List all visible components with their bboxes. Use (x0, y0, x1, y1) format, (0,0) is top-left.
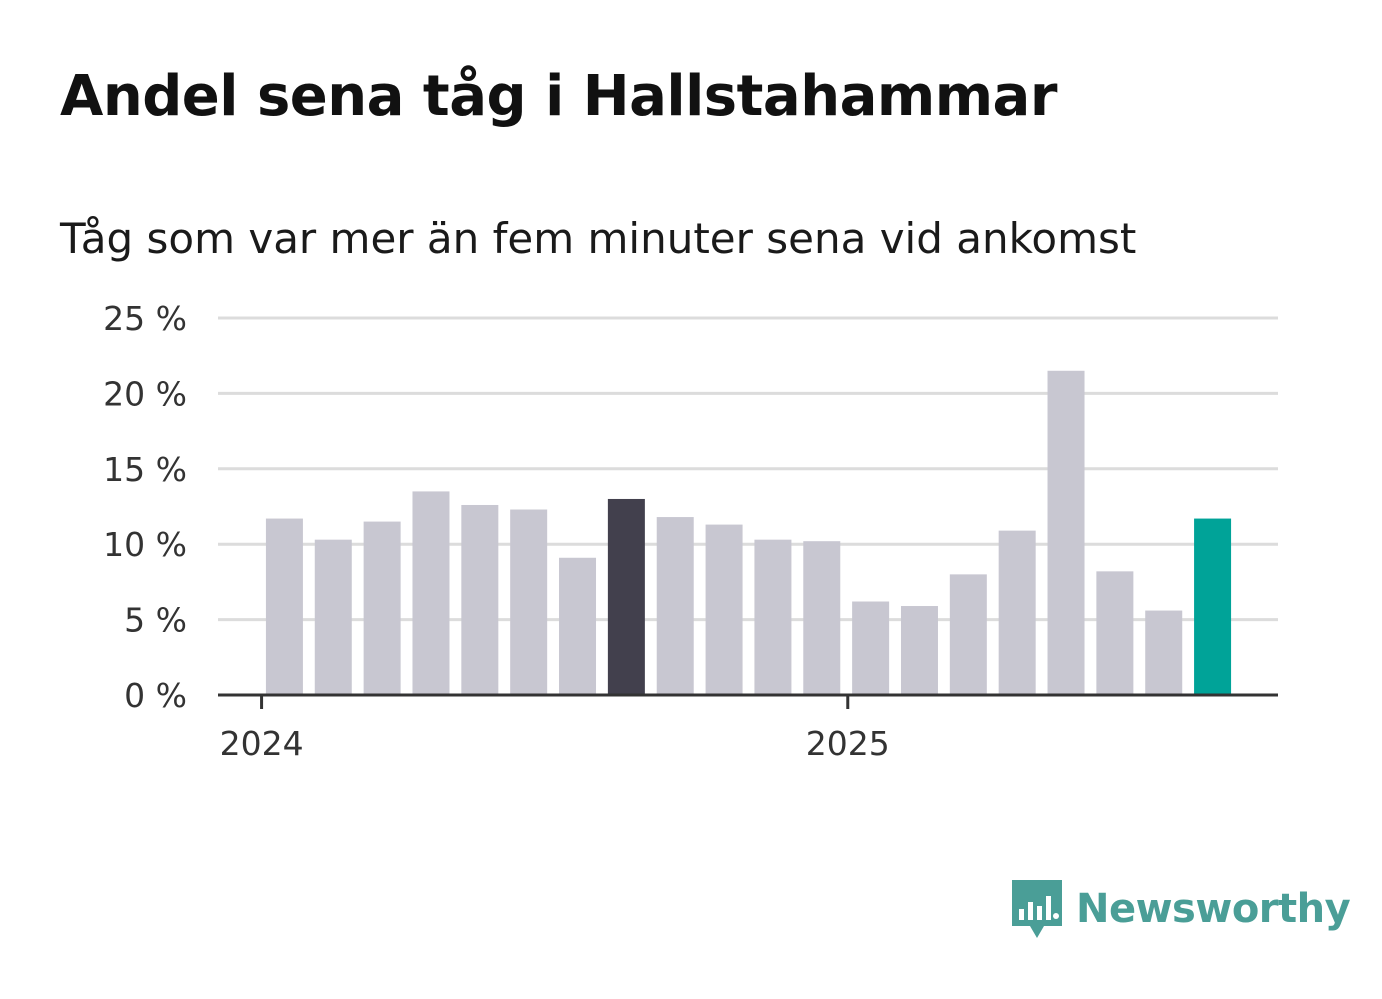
bar-2025-05 (1047, 370, 1085, 695)
bar-2024-02 (314, 539, 352, 695)
x-tick-label: 2025 (806, 724, 890, 763)
newsworthy-logo: Newsworthy (1010, 878, 1351, 940)
y-tick-label: 15 % (103, 450, 187, 489)
bar-2024-04 (412, 491, 450, 695)
y-tick-label: 10 % (103, 525, 187, 564)
bar-2025-03 (949, 574, 987, 695)
bar-2024-06 (510, 509, 548, 695)
y-tick-label: 20 % (103, 374, 187, 413)
bar-2025-07 (1145, 610, 1183, 695)
bar-2025-06 (1096, 571, 1134, 695)
bar-2025-08 (1194, 518, 1232, 695)
bar-2025-01 (852, 601, 890, 695)
bar-2025-02 (900, 606, 938, 695)
bar-2025-04 (998, 530, 1036, 695)
bar-chart-speech-bubble-icon (1012, 880, 1062, 938)
x-tick-label: 2024 (220, 724, 304, 763)
chart-subtitle: Tåg som var mer än fem minuter sena vid … (60, 214, 1137, 263)
brand-name: Newsworthy (1076, 886, 1351, 932)
y-tick-label: 25 % (103, 299, 187, 338)
y-tick-label: 5 % (124, 601, 187, 640)
bars (265, 370, 1232, 695)
tick-labels: 0 % 5 % 10 % 15 % 20 % 25 % 2024 2025 (103, 299, 890, 763)
chart-title: Andel sena tåg i Hallstahammar (60, 64, 1057, 129)
bar-2024-07 (559, 557, 597, 695)
bar-2024-01 (265, 518, 303, 695)
y-tick-label: 0 % (124, 676, 187, 715)
bar-2024-08 (607, 498, 645, 695)
bar-chart: 0 % 5 % 10 % 15 % 20 % 25 % 2024 2025 (103, 299, 1278, 763)
bar-2024-03 (363, 521, 401, 695)
bar-2024-05 (461, 504, 499, 695)
bar-2024-11 (754, 539, 792, 695)
axes (218, 693, 1278, 709)
bar-2024-12 (803, 541, 841, 695)
bar-2024-09 (656, 517, 694, 695)
bar-2024-10 (705, 524, 743, 695)
